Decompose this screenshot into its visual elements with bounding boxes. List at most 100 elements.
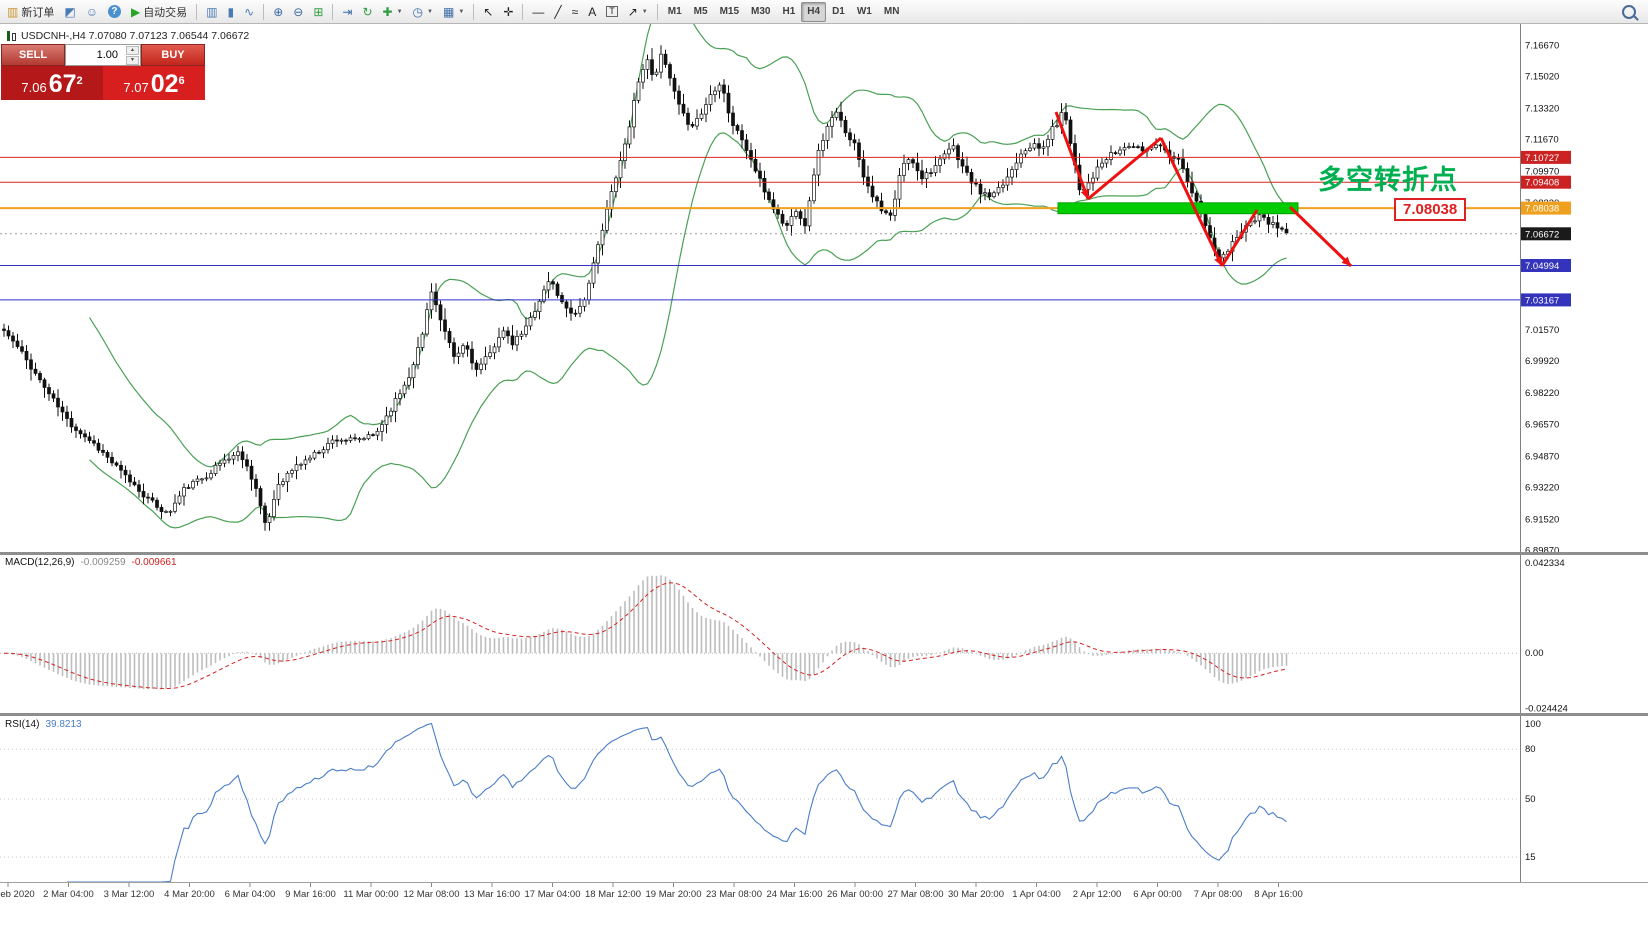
new-chart-button[interactable]: ✚ ▼ bbox=[378, 1, 408, 23]
volume-input[interactable] bbox=[66, 48, 120, 62]
svg-text:7.16670: 7.16670 bbox=[1525, 40, 1559, 51]
timeframe-d1[interactable]: D1 bbox=[832, 6, 845, 17]
zoom-out-button[interactable]: ⊖ bbox=[288, 1, 308, 23]
svg-text:11 Mar 00:00: 11 Mar 00:00 bbox=[343, 889, 398, 900]
svg-text:6 Mar 04:00: 6 Mar 04:00 bbox=[225, 889, 276, 900]
svg-text:2 Mar 04:00: 2 Mar 04:00 bbox=[43, 889, 94, 900]
svg-text:6.94870: 6.94870 bbox=[1525, 451, 1559, 462]
ask-price-prefix: 7.07 bbox=[123, 79, 149, 95]
auto-scroll-icon: ↻ bbox=[362, 4, 373, 19]
chevron-down-icon: ▼ bbox=[396, 8, 403, 15]
ask-price-sup: 6 bbox=[178, 75, 185, 87]
svg-text:4 Mar 20:00: 4 Mar 20:00 bbox=[164, 889, 215, 900]
crosshair-button[interactable]: ✛ bbox=[498, 1, 518, 23]
volume-field: ▲ ▼ bbox=[65, 44, 141, 66]
svg-text:9 Mar 16:00: 9 Mar 16:00 bbox=[285, 889, 336, 900]
auto-scroll-button[interactable]: ↻ bbox=[357, 1, 377, 23]
volume-down-button[interactable]: ▼ bbox=[126, 55, 139, 65]
svg-text:7.13320: 7.13320 bbox=[1525, 104, 1559, 115]
template-button[interactable]: ▦ ▼ bbox=[438, 1, 469, 23]
toolbar: ▥ 新订单 ◩ ☺? ▶ 自动交易 ▥ ▮ ∿ ⊕ ⊖ ⊞ ⇥ ↻ ✚ ▼ ◷ ▼ ▦ ▼ ↖ ✛ — ╱ ≈ A T ↗ ▼ M1 M5 M… bbox=[0, 0, 1648, 24]
bar-chart-button[interactable]: ▥ bbox=[201, 1, 222, 23]
time-axis-divider bbox=[0, 882, 1648, 883]
candles-icon: ▮ bbox=[227, 4, 235, 19]
zoom-in-icon: ⊕ bbox=[273, 4, 284, 19]
volume-up-button[interactable]: ▲ bbox=[126, 45, 139, 55]
annotation-price-label[interactable]: 7.08038 bbox=[1394, 198, 1467, 221]
bid-price-big: 67 bbox=[48, 70, 77, 98]
ask-price-button[interactable]: 7.07 02 6 bbox=[103, 66, 205, 100]
profile-icon: ☺ bbox=[85, 4, 98, 19]
svg-text:17 Mar 04:00: 17 Mar 04:00 bbox=[525, 889, 581, 900]
timeframe-h1[interactable]: H1 bbox=[782, 6, 796, 17]
ask-price-big: 02 bbox=[150, 70, 179, 98]
svg-text:7.01570: 7.01570 bbox=[1525, 325, 1559, 336]
tile-windows-icon: ⊞ bbox=[313, 4, 324, 19]
panel-divider-macd[interactable] bbox=[0, 552, 1648, 555]
sell-button[interactable]: SELL bbox=[1, 44, 65, 66]
arrows-tool-button[interactable]: ↗ ▼ bbox=[623, 1, 653, 23]
timeframe-m5[interactable]: M5 bbox=[693, 6, 708, 17]
toolbar-separator bbox=[196, 3, 198, 20]
svg-text:6.93220: 6.93220 bbox=[1525, 483, 1559, 494]
zoom-in-button[interactable]: ⊕ bbox=[268, 1, 288, 23]
rsi-value: 39.8213 bbox=[45, 719, 82, 730]
svg-text:8 Apr 16:00: 8 Apr 16:00 bbox=[1254, 889, 1303, 900]
hline-tool-button[interactable]: — bbox=[527, 1, 549, 23]
bid-price-button[interactable]: 7.06 67 2 bbox=[1, 66, 103, 100]
svg-text:6.98220: 6.98220 bbox=[1525, 388, 1559, 399]
bar-chart-icon: ▥ bbox=[206, 4, 218, 19]
chart-shift-button[interactable]: ⇥ bbox=[337, 1, 357, 23]
svg-text:100: 100 bbox=[1525, 719, 1541, 730]
macd-name: MACD(12,26,9) bbox=[5, 557, 75, 568]
svg-text:7.10727: 7.10727 bbox=[1525, 153, 1559, 164]
charts-window-button[interactable]: ◩ bbox=[59, 1, 80, 23]
line-chart-button[interactable]: ∿ bbox=[239, 1, 259, 23]
trendline-tool-button[interactable]: ╱ bbox=[549, 1, 566, 23]
periods-button[interactable]: ◷ ▼ bbox=[408, 1, 438, 23]
svg-text:7.09408: 7.09408 bbox=[1525, 178, 1559, 189]
timeframe-m15[interactable]: M15 bbox=[719, 6, 740, 17]
new-order-icon: ▥ bbox=[7, 4, 19, 19]
chevron-down-icon: ▼ bbox=[458, 8, 465, 15]
panel-divider-rsi[interactable] bbox=[0, 713, 1648, 716]
candlestick-chart-button[interactable]: ▮ bbox=[223, 1, 240, 23]
community-button[interactable]: ? bbox=[103, 1, 126, 23]
cursor-button[interactable]: ↖ bbox=[478, 1, 498, 23]
toolbar-separator bbox=[522, 3, 524, 20]
bid-price-sup: 2 bbox=[76, 75, 83, 87]
svg-text:19 Mar 20:00: 19 Mar 20:00 bbox=[646, 889, 702, 900]
svg-text:6.96570: 6.96570 bbox=[1525, 419, 1559, 430]
timeframe-m30[interactable]: M30 bbox=[751, 6, 771, 17]
new-order-button[interactable]: ▥ 新订单 bbox=[2, 1, 59, 23]
search-icon[interactable] bbox=[1622, 4, 1636, 19]
timeframe-w1[interactable]: W1 bbox=[856, 6, 872, 17]
arrow-icon: ↗ bbox=[627, 4, 638, 19]
svg-text:6.91520: 6.91520 bbox=[1525, 515, 1559, 526]
channel-tool-button[interactable]: ≈ bbox=[567, 1, 584, 23]
toolbar-separator bbox=[473, 3, 475, 20]
svg-text:7.06672: 7.06672 bbox=[1525, 229, 1559, 240]
rsi-indicator-label: RSI(14) 39.8213 bbox=[5, 719, 82, 730]
label-tool-button[interactable]: T bbox=[601, 1, 623, 23]
timeframe-m1[interactable]: M1 bbox=[667, 6, 682, 17]
autotrading-button-label: 自动交易 bbox=[143, 6, 188, 19]
svg-text:18 Mar 12:00: 18 Mar 12:00 bbox=[585, 889, 641, 900]
svg-text:7.08038: 7.08038 bbox=[1525, 204, 1559, 215]
line-chart-icon: ∿ bbox=[244, 4, 255, 19]
annotation-turning-point-text[interactable]: 多空转折点 bbox=[1318, 165, 1458, 195]
macd-indicator-label: MACD(12,26,9) -0.009259 -0.009661 bbox=[5, 557, 177, 568]
buy-button[interactable]: BUY bbox=[141, 44, 205, 66]
svg-text:27 Feb 2020: 27 Feb 2020 bbox=[0, 889, 35, 900]
timeframe-mn[interactable]: MN bbox=[883, 6, 900, 17]
navigator-button[interactable]: ☺ bbox=[81, 1, 103, 23]
text-tool-button[interactable]: A bbox=[583, 1, 601, 23]
autotrading-button[interactable]: ▶ 自动交易 bbox=[126, 1, 192, 23]
play-icon: ▶ bbox=[130, 4, 141, 19]
timeframe-h4[interactable]: H4 bbox=[801, 1, 827, 22]
text-icon: A bbox=[588, 4, 597, 19]
tile-windows-button[interactable]: ⊞ bbox=[308, 1, 328, 23]
